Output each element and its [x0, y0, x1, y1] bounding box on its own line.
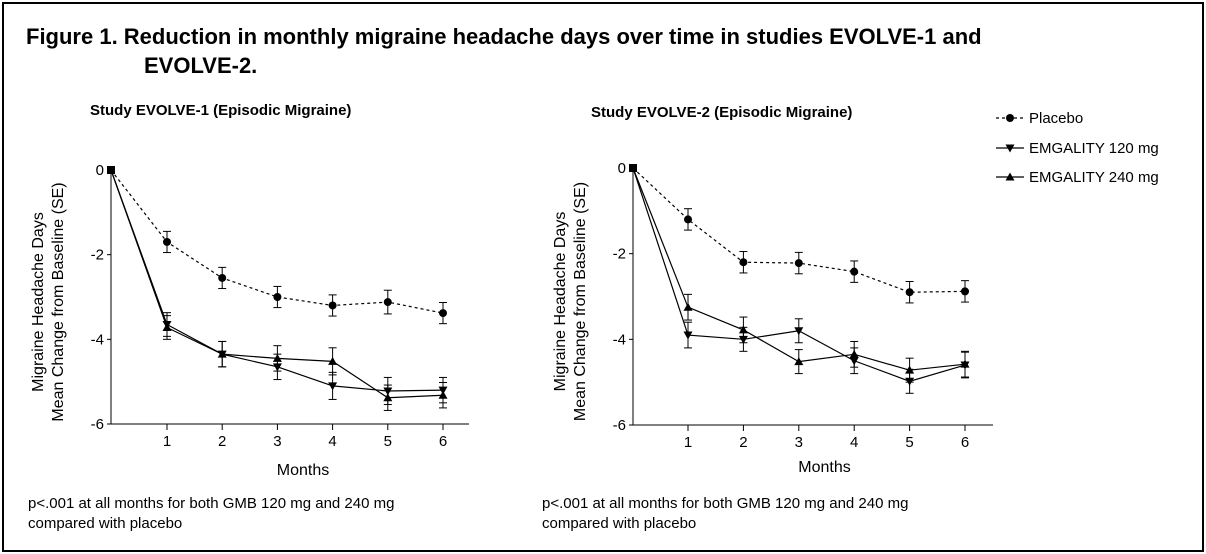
figure-title-line1: Figure 1. Reduction in monthly migraine … — [26, 24, 982, 49]
data-point-emgality-240 — [960, 359, 970, 368]
figure-title-line2: EVOLVE-2. — [144, 53, 258, 78]
y-axis-label-line1: Migraine Headache Days — [30, 212, 47, 392]
data-point-placebo — [273, 293, 282, 301]
chart-evolve2: 0 -2 -4 -6 1 2 3 4 5 6 Months Migraine Headache Day… — [552, 160, 993, 476]
data-point-emgality-240 — [328, 356, 338, 365]
chart-title-evolve2: Study EVOLVE-2 (Episodic Migraine) — [591, 104, 853, 121]
y-tick-label: -4 — [91, 331, 104, 348]
x-tick-label: 2 — [218, 433, 226, 450]
legend-item-emg120: EMGALITY 120 mg — [996, 140, 1159, 157]
chart-evolve1: 0 -2 -4 -6 1 2 3 4 5 6 Months Migraine Headache Day… — [30, 162, 469, 479]
x-tick-label: 3 — [795, 434, 803, 451]
legend-marker-circle — [1006, 114, 1014, 122]
y-tick-label: -6 — [91, 416, 104, 433]
data-point-placebo — [328, 301, 337, 310]
footnote-evolve1-line2: compared with placebo — [28, 515, 183, 532]
data-point-emgality-240 — [794, 357, 804, 366]
data-point-placebo — [439, 309, 447, 318]
data-point-emgality-240 — [905, 365, 915, 374]
footnote-evolve2: p<.001 at all months for both GMB 120 mg… — [542, 494, 908, 534]
figure-title: Figure 1. Reduction in monthly migraine … — [26, 22, 982, 80]
x-tick-label: 3 — [273, 433, 281, 450]
x-tick-label: 6 — [961, 434, 969, 451]
x-tick-label: 6 — [439, 433, 447, 450]
data-point-placebo — [905, 288, 914, 297]
legend-label: EMGALITY 240 mg — [1029, 169, 1159, 186]
x-axis-label: Months — [277, 462, 329, 479]
footnote-evolve1-line1: p<.001 at all months for both GMB 120 mg… — [28, 495, 395, 512]
legend-item-emg240: EMGALITY 240 mg — [996, 169, 1159, 186]
data-point-placebo — [961, 287, 969, 296]
legend-marker-triangle-down — [1005, 144, 1015, 153]
data-point-placebo — [794, 259, 803, 268]
data-point-placebo — [218, 273, 227, 282]
x-tick-label: 1 — [684, 434, 692, 451]
data-point-emgality-240 — [272, 353, 282, 362]
x-tick-label: 2 — [739, 434, 747, 451]
y-tick-label: -2 — [91, 247, 104, 264]
y-axis-label-line2: Mean Change from Baseline (SE) — [572, 182, 589, 421]
data-point-emgality-240 — [217, 349, 227, 358]
legend: Placebo EMGALITY 120 mg EMGALITY 240 mg — [996, 110, 1159, 186]
data-point-placebo — [739, 258, 748, 267]
data-point-emgality-240 — [683, 302, 693, 311]
chart-title-evolve1: Study EVOLVE-1 (Episodic Migraine) — [90, 102, 352, 119]
data-point-placebo — [684, 215, 692, 224]
y-tick-label: 0 — [96, 162, 104, 179]
data-point-emgality-240 — [438, 390, 448, 399]
x-tick-label: 1 — [163, 433, 171, 450]
data-point-emgality-120 — [328, 382, 338, 391]
data-point-emgality-240 — [849, 349, 859, 358]
data-point-emgality-120 — [794, 327, 804, 336]
y-tick-label: -6 — [613, 417, 626, 434]
legend-marker-triangle-up — [1005, 172, 1015, 181]
x-tick-label: 4 — [328, 433, 336, 450]
data-point-placebo — [850, 267, 859, 276]
x-axis-label: Months — [798, 459, 850, 476]
origin-point — [629, 164, 637, 172]
y-tick-label: -4 — [613, 331, 626, 348]
data-point-placebo — [383, 298, 392, 307]
data-point-emgality-120 — [683, 331, 693, 340]
footnote-evolve1: p<.001 at all months for both GMB 120 mg… — [28, 494, 394, 534]
footnote-evolve2-line1: p<.001 at all months for both GMB 120 mg… — [542, 495, 909, 512]
y-axis-label-line1: Migraine Headache Days — [552, 212, 569, 392]
data-point-emgality-240 — [383, 393, 393, 402]
y-tick-label: -2 — [613, 246, 626, 263]
x-tick-label: 4 — [850, 434, 858, 451]
data-point-emgality-240 — [162, 322, 172, 331]
x-tick-label: 5 — [384, 433, 392, 450]
data-point-emgality-240 — [738, 325, 748, 334]
footnote-evolve2-line2: compared with placebo — [542, 515, 697, 532]
legend-label: EMGALITY 120 mg — [1029, 140, 1159, 157]
y-axis-label-line2: Mean Change from Baseline (SE) — [50, 182, 67, 421]
origin-point — [107, 166, 115, 174]
legend-label: Placebo — [1029, 110, 1083, 127]
x-tick-label: 5 — [905, 434, 913, 451]
legend-item-placebo: Placebo — [996, 110, 1083, 127]
data-point-placebo — [163, 237, 171, 246]
y-tick-label: 0 — [618, 160, 626, 177]
